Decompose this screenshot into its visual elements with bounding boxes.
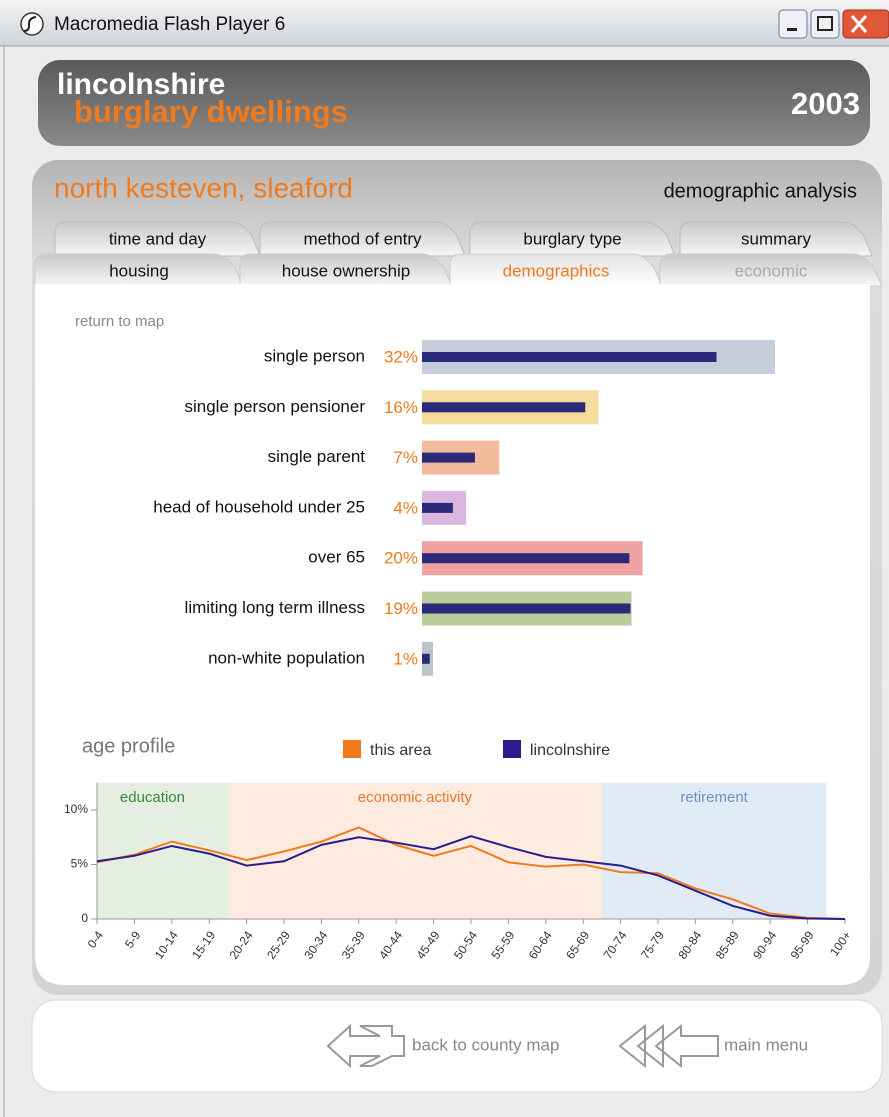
bar: [422, 603, 631, 614]
tab[interactable]: [679, 221, 873, 257]
tab-label: summary: [741, 229, 811, 248]
menu-link[interactable]: main menu: [724, 1035, 808, 1054]
tab[interactable]: [469, 221, 676, 257]
tab-label: time and day: [109, 229, 207, 248]
value-label: 1%: [393, 649, 418, 668]
legend-swatch: [343, 740, 361, 758]
header-title: lincolnshire: [57, 68, 225, 101]
header-banner: [38, 60, 870, 146]
value-label: 19%: [384, 599, 418, 618]
title-bar: [0, 0, 889, 46]
value-label: 7%: [393, 448, 418, 467]
region-band: [97, 782, 228, 919]
tab[interactable]: [449, 253, 663, 287]
y-tick-label: 0: [81, 911, 88, 925]
value-label: 4%: [393, 498, 418, 517]
tab-label: housing: [109, 261, 169, 280]
tab[interactable]: [54, 221, 261, 257]
legend-swatch: [503, 740, 521, 758]
minimize-button[interactable]: [778, 9, 808, 39]
tab[interactable]: [259, 221, 466, 257]
tab[interactable]: [659, 253, 883, 287]
value-label: 20%: [384, 549, 418, 568]
y-tick-label: 5%: [71, 857, 89, 871]
value-label: 32%: [384, 347, 418, 366]
region-label: education: [120, 789, 185, 806]
legend-label: this area: [370, 742, 431, 759]
area-name: north kesteven, sleaford: [54, 172, 353, 203]
tab[interactable]: [34, 253, 244, 287]
back-link[interactable]: back to county map: [412, 1035, 559, 1054]
tab-label: demographics: [503, 261, 610, 280]
bar-label: head of household under 25: [153, 497, 365, 516]
bar: [422, 653, 430, 664]
bar-label: single parent: [268, 447, 366, 466]
bar-label: single person: [264, 346, 365, 365]
region-label: economic activity: [358, 789, 473, 806]
bar: [422, 553, 630, 564]
region-band: [601, 782, 827, 919]
tab-label: burglary type: [523, 229, 621, 248]
tab[interactable]: [239, 253, 453, 287]
bar-label: non-white population: [208, 648, 365, 667]
tab-label: method of entry: [303, 229, 422, 248]
bar-label: single person pensioner: [184, 397, 365, 416]
bar: [422, 402, 586, 413]
section-title: demographic analysis: [664, 180, 857, 202]
maximize-button[interactable]: [810, 9, 840, 39]
chart-title: age profile: [82, 735, 175, 757]
tab-label: economic: [735, 261, 808, 280]
line-series: [96, 826, 846, 920]
header-year: 2003: [791, 86, 860, 121]
window-title: Macromedia Flash Player 6: [54, 14, 285, 35]
bar: [422, 502, 453, 513]
header-subtitle: burglary dwellings: [74, 94, 348, 129]
bar-label: over 65: [308, 548, 365, 567]
bar: [422, 352, 717, 362]
line-series: [96, 835, 846, 920]
region-label: retirement: [680, 789, 748, 806]
y-tick-label: 10%: [64, 802, 88, 816]
menu-arrow-icon[interactable]: [618, 1023, 719, 1069]
bar-label: limiting long term illness: [185, 598, 365, 617]
tab-label: house ownership: [282, 261, 411, 280]
value-label: 16%: [384, 398, 418, 417]
return-link[interactable]: return to map: [75, 313, 164, 330]
bar: [422, 452, 475, 463]
close-button[interactable]: [842, 9, 889, 39]
back-arrow-icon[interactable]: [326, 1023, 405, 1069]
nav-panel: [31, 999, 883, 1093]
legend-label: lincolnshire: [530, 742, 610, 759]
